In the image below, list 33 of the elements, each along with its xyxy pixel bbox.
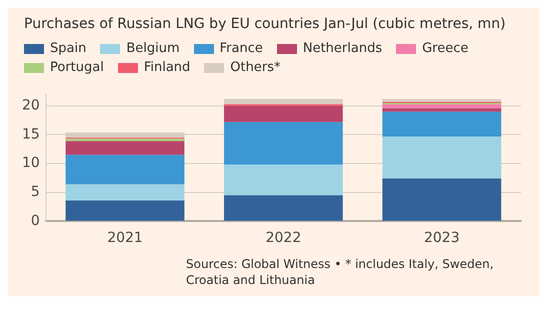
legend-label: Belgium: [126, 40, 180, 57]
bar: [382, 104, 502, 108]
legend-label: Portugal: [50, 59, 104, 76]
bar: [66, 200, 184, 221]
legend-label: Others*: [230, 59, 280, 76]
bar: [224, 164, 343, 196]
bar: [382, 136, 502, 179]
y-tick-label: 10: [22, 155, 40, 172]
bar: [224, 122, 343, 165]
bar: [66, 141, 184, 155]
bar: [224, 106, 343, 122]
bar: [382, 112, 502, 136]
chart-title: Purchases of Russian LNG by EU countries Jan-Jul (cubic metres, mn): [24, 16, 507, 32]
y-tick-label: 15: [22, 126, 40, 142]
bar: [224, 195, 343, 221]
x-tick-label: 2021: [107, 230, 143, 246]
legend-label: France: [220, 40, 263, 57]
y-tick-label: 0: [30, 212, 40, 229]
x-tick-label: 2022: [266, 230, 302, 246]
legend-label: Netherlands: [302, 40, 382, 57]
legend-label: Spain: [50, 40, 86, 57]
legend-label: Greece: [422, 40, 468, 57]
bar: [382, 108, 502, 112]
bar: [66, 184, 184, 200]
source-note: Sources: Global Witness • * includes Italy, Sweden, Croatia and Lithuania: [186, 256, 495, 288]
bar: [66, 154, 184, 184]
y-tick-label: 20: [22, 98, 40, 114]
bar: [382, 99, 502, 102]
bar: [382, 178, 502, 221]
legend-label: Finland: [144, 59, 190, 76]
x-tick-label: 2023: [424, 230, 460, 246]
y-tick-label: 5: [30, 184, 40, 200]
bar: [224, 99, 343, 104]
